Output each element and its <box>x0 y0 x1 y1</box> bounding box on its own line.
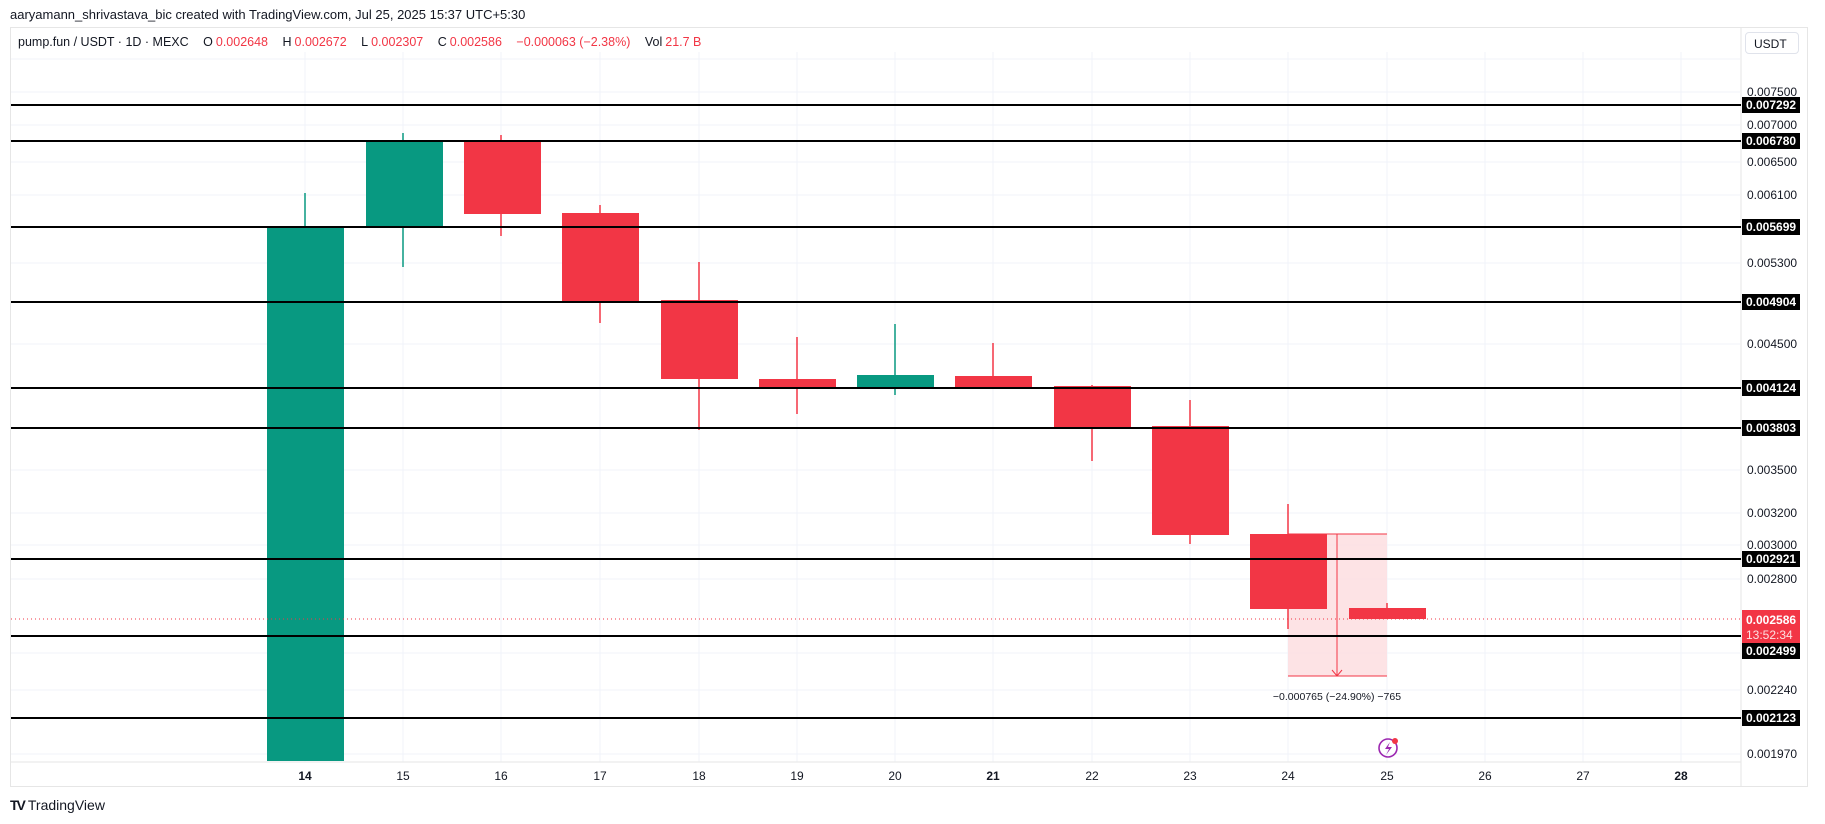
volume-value: 21.7 B <box>665 35 702 49</box>
current-price-label: 0.002586 13:52:34 <box>1742 610 1800 643</box>
svg-text:0.002921: 0.002921 <box>1746 552 1796 566</box>
candle-18 <box>661 300 738 379</box>
candle-15 <box>366 141 443 228</box>
svg-text:0.003000: 0.003000 <box>1747 538 1797 552</box>
svg-text:0.007292: 0.007292 <box>1746 98 1796 112</box>
svg-text:20: 20 <box>888 769 902 783</box>
change-value: −0.000063 (−2.38%) <box>516 35 631 49</box>
candle-25 <box>1349 608 1426 619</box>
candle-19 <box>759 379 836 389</box>
svg-text:0.002499: 0.002499 <box>1746 644 1796 658</box>
svg-text:0.003803: 0.003803 <box>1746 421 1796 435</box>
close-value: 0.002586 <box>449 35 502 49</box>
svg-text:23: 23 <box>1183 769 1197 783</box>
svg-text:0.005300: 0.005300 <box>1747 256 1797 270</box>
chart-frame <box>10 27 1808 787</box>
svg-text:18: 18 <box>692 769 706 783</box>
svg-text:28: 28 <box>1674 769 1688 783</box>
svg-text:19: 19 <box>790 769 804 783</box>
svg-text:0.004124: 0.004124 <box>1746 381 1796 395</box>
time-axis[interactable]: 14 15 16 17 18 19 20 21 22 23 24 25 26 2… <box>298 769 1688 783</box>
svg-text:16: 16 <box>494 769 508 783</box>
lightning-icon[interactable] <box>1378 738 1398 758</box>
svg-text:0.007500: 0.007500 <box>1747 85 1797 99</box>
svg-text:27: 27 <box>1576 769 1590 783</box>
svg-text:0.006780: 0.006780 <box>1746 134 1796 148</box>
svg-text:0.006100: 0.006100 <box>1747 188 1797 202</box>
svg-text:14: 14 <box>298 769 312 783</box>
symbol-name[interactable]: pump.fun / USDT · 1D · MEXC <box>18 35 189 49</box>
candle-22 <box>1054 386 1131 427</box>
low-value: 0.002307 <box>371 35 424 49</box>
svg-text:0.002240: 0.002240 <box>1747 683 1797 697</box>
svg-text:0.007000: 0.007000 <box>1747 118 1797 132</box>
svg-text:15: 15 <box>396 769 410 783</box>
high-label: H <box>282 35 292 49</box>
chart-caption: aaryamann_shrivastava_bic created with T… <box>10 7 526 22</box>
svg-text:0.006500: 0.006500 <box>1747 155 1797 169</box>
svg-text:0.002586: 0.002586 <box>1746 613 1796 627</box>
open-label: O <box>203 35 213 49</box>
price-axis[interactable]: 0.007500 0.007000 0.006500 0.006100 0.00… <box>1747 85 1797 761</box>
open-value: 0.002648 <box>215 35 269 49</box>
tradingview-text: TradingView <box>27 797 105 813</box>
tradingview-logo[interactable]: TV TradingView <box>10 797 105 813</box>
currency-button[interactable]: USDT <box>1745 32 1799 54</box>
candle-14 <box>267 226 344 761</box>
candle-21 <box>955 376 1032 387</box>
svg-text:13:52:34: 13:52:34 <box>1746 628 1793 642</box>
arrow-down-icon <box>1331 669 1343 677</box>
svg-text:0.003200: 0.003200 <box>1747 506 1797 520</box>
svg-text:21: 21 <box>986 769 1000 783</box>
svg-text:24: 24 <box>1281 769 1295 783</box>
level-labels: 0.007292 0.006780 0.005699 0.004904 0.00… <box>1742 97 1800 726</box>
tradingview-mark-icon: TV <box>10 797 26 813</box>
svg-text:0.005699: 0.005699 <box>1746 220 1796 234</box>
svg-text:0.002123: 0.002123 <box>1746 711 1796 725</box>
svg-text:17: 17 <box>593 769 607 783</box>
svg-text:25: 25 <box>1380 769 1394 783</box>
svg-text:26: 26 <box>1478 769 1492 783</box>
candle-20 <box>857 375 934 389</box>
candle-16 <box>464 141 541 214</box>
svg-text:22: 22 <box>1085 769 1099 783</box>
candle-24 <box>1250 534 1327 609</box>
low-label: L <box>361 35 369 49</box>
candle-23 <box>1152 426 1229 535</box>
volume-label: Vol <box>644 35 663 49</box>
horizontal-levels[interactable] <box>11 104 1741 719</box>
high-value: 0.002672 <box>294 35 347 49</box>
svg-text:0.004904: 0.004904 <box>1746 295 1796 309</box>
svg-text:0.004500: 0.004500 <box>1747 337 1797 351</box>
measure-label: −0.000765 (−24.90%) −765 <box>1273 691 1401 703</box>
svg-text:0.003500: 0.003500 <box>1747 463 1797 477</box>
svg-text:0.002800: 0.002800 <box>1747 572 1797 586</box>
close-label: C <box>437 35 447 49</box>
svg-text:0.001970: 0.001970 <box>1747 747 1797 761</box>
